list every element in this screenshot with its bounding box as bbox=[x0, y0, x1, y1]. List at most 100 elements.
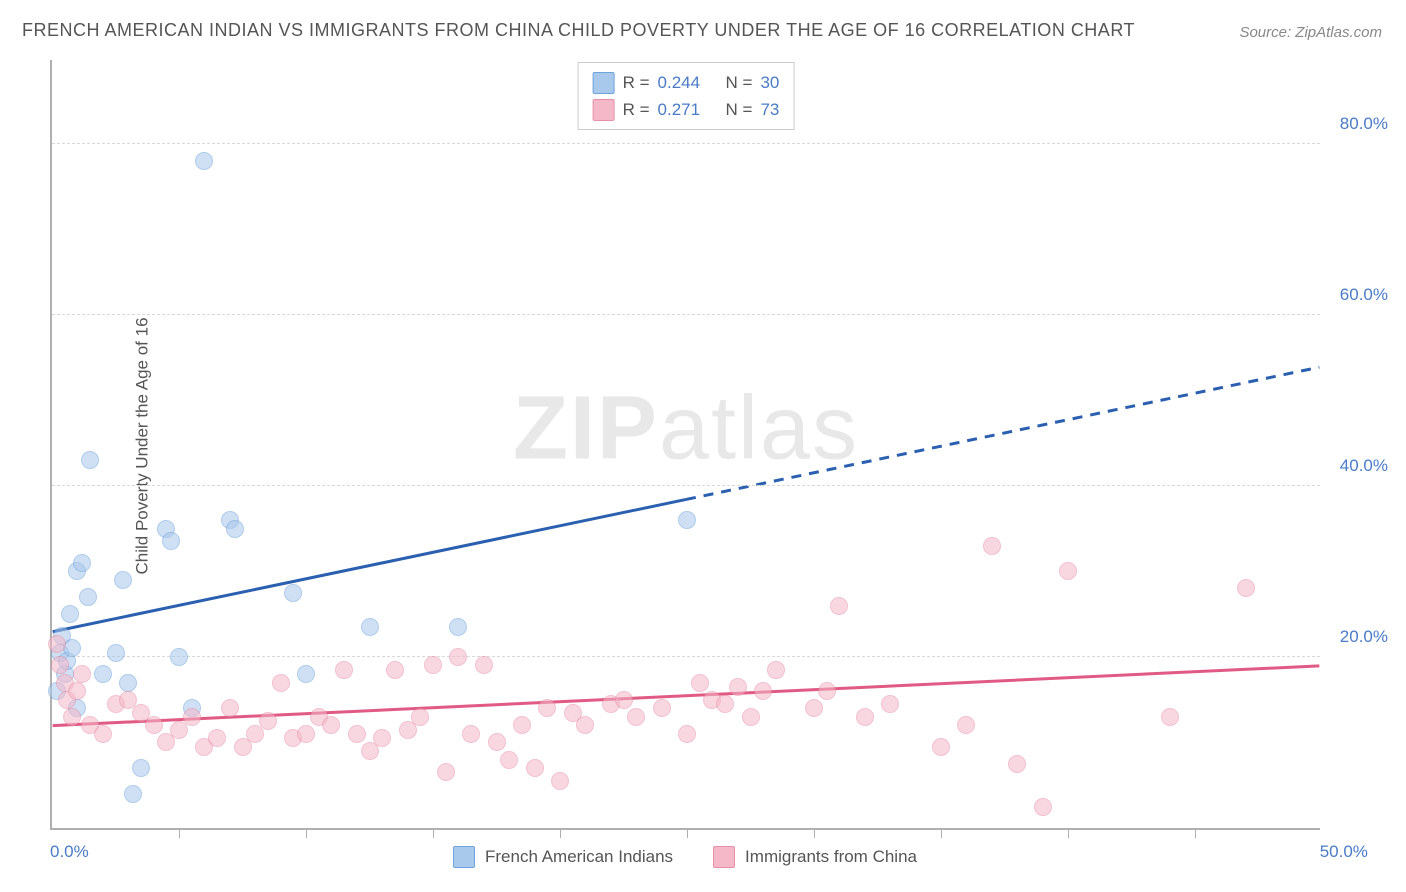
data-point bbox=[259, 712, 277, 730]
data-point bbox=[132, 759, 150, 777]
data-point bbox=[348, 725, 366, 743]
value-N-series1: 30 bbox=[760, 69, 779, 96]
swatch-series2 bbox=[593, 99, 615, 121]
legend-label-series1: French American Indians bbox=[485, 847, 673, 867]
data-point bbox=[1059, 562, 1077, 580]
data-point bbox=[1161, 708, 1179, 726]
data-point bbox=[226, 520, 244, 538]
data-point bbox=[94, 725, 112, 743]
value-R-series2: 0.271 bbox=[658, 96, 701, 123]
watermark-atlas: atlas bbox=[659, 378, 859, 478]
legend-item-series2: Immigrants from China bbox=[713, 846, 917, 868]
data-point bbox=[48, 635, 66, 653]
y-tick-label: 20.0% bbox=[1340, 627, 1388, 647]
data-point bbox=[526, 759, 544, 777]
value-R-series1: 0.244 bbox=[658, 69, 701, 96]
series-legend: French American Indians Immigrants from … bbox=[453, 846, 917, 868]
gridline bbox=[52, 485, 1320, 486]
trendline-dashed bbox=[686, 367, 1319, 499]
x-axis-min-label: 0.0% bbox=[50, 842, 89, 862]
data-point bbox=[1008, 755, 1026, 773]
data-point bbox=[73, 554, 91, 572]
data-point bbox=[61, 605, 79, 623]
data-point bbox=[932, 738, 950, 756]
legend-swatch-series1 bbox=[453, 846, 475, 868]
legend-swatch-series2 bbox=[713, 846, 735, 868]
data-point bbox=[437, 763, 455, 781]
x-tick bbox=[306, 828, 307, 838]
data-point bbox=[462, 725, 480, 743]
label-R: R = bbox=[623, 96, 650, 123]
data-point bbox=[729, 678, 747, 696]
data-point bbox=[107, 644, 125, 662]
data-point bbox=[449, 618, 467, 636]
data-point bbox=[627, 708, 645, 726]
data-point bbox=[551, 772, 569, 790]
data-point bbox=[335, 661, 353, 679]
data-point bbox=[195, 152, 213, 170]
correlation-legend: R = 0.244 N = 30 R = 0.271 N = 73 bbox=[578, 62, 795, 130]
gridline bbox=[52, 314, 1320, 315]
label-N: N = bbox=[726, 69, 753, 96]
data-point bbox=[119, 674, 137, 692]
data-point bbox=[500, 751, 518, 769]
gridline bbox=[52, 143, 1320, 144]
y-tick-label: 80.0% bbox=[1340, 114, 1388, 134]
data-point bbox=[94, 665, 112, 683]
x-tick bbox=[1068, 828, 1069, 838]
trendline-solid bbox=[53, 499, 686, 631]
legend-item-series1: French American Indians bbox=[453, 846, 673, 868]
data-point bbox=[373, 729, 391, 747]
data-point bbox=[805, 699, 823, 717]
data-point bbox=[68, 682, 86, 700]
data-point bbox=[881, 695, 899, 713]
data-point bbox=[475, 656, 493, 674]
data-point bbox=[1034, 798, 1052, 816]
data-point bbox=[678, 511, 696, 529]
plot-area: ZIPatlas R = 0.244 N = 30 R = 0.271 N = … bbox=[50, 60, 1320, 830]
label-N: N = bbox=[726, 96, 753, 123]
legend-row-series1: R = 0.244 N = 30 bbox=[593, 69, 780, 96]
data-point bbox=[73, 665, 91, 683]
source-attribution: Source: ZipAtlas.com bbox=[1239, 24, 1382, 41]
x-tick bbox=[433, 828, 434, 838]
trendline-solid bbox=[53, 666, 1320, 726]
scatter-chart: ZIPatlas R = 0.244 N = 30 R = 0.271 N = … bbox=[50, 60, 1320, 830]
data-point bbox=[297, 665, 315, 683]
data-point bbox=[361, 618, 379, 636]
chart-title: FRENCH AMERICAN INDIAN VS IMMIGRANTS FRO… bbox=[22, 20, 1135, 41]
watermark-zip: ZIP bbox=[513, 378, 659, 478]
data-point bbox=[716, 695, 734, 713]
swatch-series1 bbox=[593, 72, 615, 94]
data-point bbox=[742, 708, 760, 726]
data-point bbox=[488, 733, 506, 751]
data-point bbox=[818, 682, 836, 700]
y-tick-label: 60.0% bbox=[1340, 285, 1388, 305]
x-tick bbox=[560, 828, 561, 838]
legend-label-series2: Immigrants from China bbox=[745, 847, 917, 867]
data-point bbox=[767, 661, 785, 679]
x-tick bbox=[687, 828, 688, 838]
data-point bbox=[221, 699, 239, 717]
data-point bbox=[114, 571, 132, 589]
data-point bbox=[170, 648, 188, 666]
legend-row-series2: R = 0.271 N = 73 bbox=[593, 96, 780, 123]
data-point bbox=[272, 674, 290, 692]
data-point bbox=[691, 674, 709, 692]
data-point bbox=[81, 451, 99, 469]
x-tick bbox=[179, 828, 180, 838]
data-point bbox=[208, 729, 226, 747]
x-axis-max-label: 50.0% bbox=[1320, 842, 1368, 862]
y-tick-label: 40.0% bbox=[1340, 456, 1388, 476]
data-point bbox=[513, 716, 531, 734]
data-point bbox=[79, 588, 97, 606]
value-N-series2: 73 bbox=[760, 96, 779, 123]
label-R: R = bbox=[623, 69, 650, 96]
data-point bbox=[983, 537, 1001, 555]
data-point bbox=[653, 699, 671, 717]
data-point bbox=[124, 785, 142, 803]
data-point bbox=[183, 708, 201, 726]
data-point bbox=[284, 584, 302, 602]
data-point bbox=[1237, 579, 1255, 597]
data-point bbox=[386, 661, 404, 679]
